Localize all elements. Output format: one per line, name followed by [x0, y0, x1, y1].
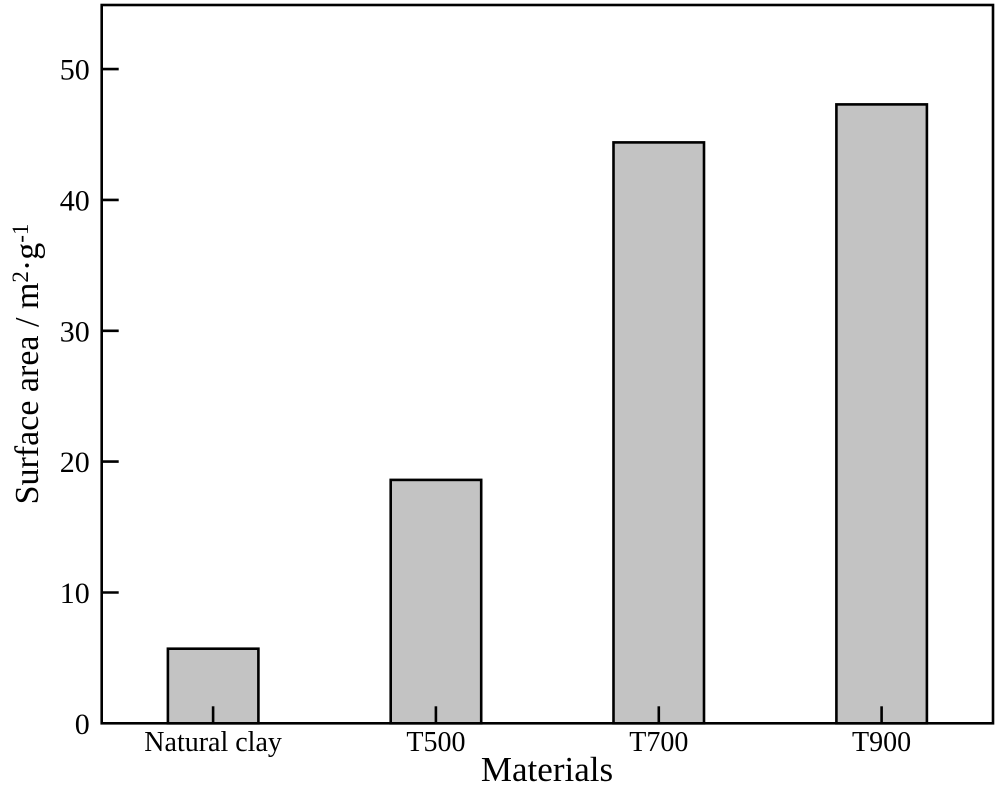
x-tick-label: T900: [852, 727, 911, 758]
ylabel-superscript: 2: [7, 271, 33, 283]
plot-frame: [100, 3, 995, 725]
y-tick-label: 10: [60, 577, 90, 610]
x-tick-label: T500: [406, 727, 465, 758]
y-tick-label: 50: [60, 54, 90, 87]
bar: [389, 478, 483, 725]
bar: [612, 141, 706, 725]
x-tick-label: T700: [629, 727, 688, 758]
x-axis-title: Materials: [480, 750, 614, 788]
bar: [835, 103, 929, 725]
y-axis-title: Surface area / m2·g-1: [8, 4, 48, 724]
y-tick-label: 20: [60, 446, 90, 479]
y-tick-label: 0: [75, 708, 90, 741]
x-tick-label: Natural clay: [144, 727, 282, 758]
ylabel-superscript: -1: [7, 223, 33, 243]
y-tick-label: 40: [60, 184, 90, 217]
ylabel-text: Surface area / m: [9, 282, 46, 505]
y-tick-label: 30: [60, 315, 90, 348]
ylabel-text: ·g: [9, 242, 46, 272]
